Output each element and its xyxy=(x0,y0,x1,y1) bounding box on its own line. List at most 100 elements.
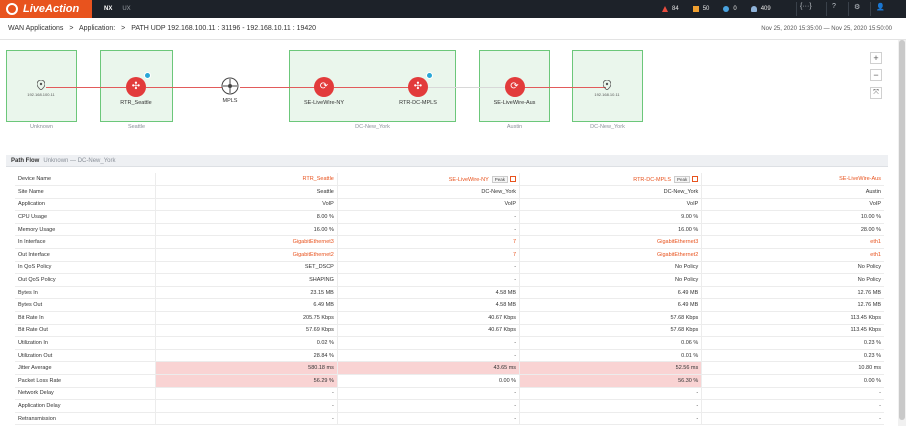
table-cell: No Policy xyxy=(701,261,884,275)
peak-button[interactable]: Peak xyxy=(491,175,509,183)
table-cell: 0.23 % xyxy=(701,336,884,350)
group-dc-new-york-2[interactable] xyxy=(572,50,643,122)
table-cell[interactable]: RTR-DC-MPLS Peak xyxy=(519,173,702,187)
peak-button[interactable]: Peak xyxy=(674,175,691,183)
table-cell: 43.65 ms xyxy=(336,361,520,375)
table-cell: - xyxy=(336,210,520,224)
table-row: CPU Usage 8.00 % - 9.00 % 10.00 % xyxy=(15,210,884,224)
cell-value: 7 xyxy=(513,251,517,258)
cell-value: 4.58 MB xyxy=(495,302,517,309)
cell-value: - xyxy=(514,226,517,233)
cell-value: 57.69 Kbps xyxy=(306,327,334,334)
triangle-alert-icon xyxy=(662,6,668,12)
cell-value: VoIP xyxy=(686,201,699,208)
cell-value: GigabitEthernet2 xyxy=(292,251,334,258)
external-link-icon[interactable] xyxy=(510,176,517,183)
group-label-dc-new-york: DC-New_York xyxy=(355,124,390,130)
zoom-in-button[interactable]: + xyxy=(870,52,882,64)
table-cell: 0.00 % xyxy=(701,374,884,388)
cell-value: No Policy xyxy=(675,277,699,284)
scrollbar-thumb[interactable] xyxy=(899,40,905,420)
cell-value: eth1 xyxy=(870,239,881,246)
table-cell[interactable]: GigabitEthernet2 xyxy=(519,248,702,262)
row-label: Retransmission xyxy=(15,412,156,426)
cell-value: - xyxy=(879,415,881,422)
path-flow-header: Path Flow Unknown — DC-New_York xyxy=(6,155,888,167)
row-label: Site Name xyxy=(15,185,156,199)
row-label: Packet Loss Rate xyxy=(15,374,156,388)
cell-value: - xyxy=(514,214,517,221)
table-cell[interactable]: 7 xyxy=(336,235,520,250)
settings-icon[interactable]: ⚙ xyxy=(854,4,861,11)
table-cell[interactable]: SE-LiveWire-NY Peak xyxy=(336,173,520,187)
table-cell[interactable]: GigabitEthernet3 xyxy=(519,235,702,250)
expand-menu-icon[interactable]: {···} xyxy=(800,3,812,10)
table-cell[interactable]: eth1 xyxy=(701,235,884,250)
node-host-source[interactable]: 192.168.100.11 xyxy=(21,80,61,97)
alert-warning[interactable]: 50 xyxy=(692,6,710,12)
liveaction-logo[interactable]: LiveAction xyxy=(0,0,92,18)
node-rtr-dc-mpls[interactable]: ✣ RTR-DC-MPLS xyxy=(393,72,443,106)
node-rtr-seattle[interactable]: ✣ RTR_Seattle xyxy=(111,72,161,106)
date-range[interactable]: Nov 25, 2020 15:35:00 — Nov 25, 2020 15:… xyxy=(761,25,892,32)
breadcrumb-wan-applications[interactable]: WAN Applications xyxy=(8,25,64,32)
cell-value: SET_DSCP xyxy=(304,264,334,271)
circle-info-icon xyxy=(723,6,730,12)
cell-value: 0.02 % xyxy=(316,340,334,347)
cell-value: 0.00 % xyxy=(498,377,517,384)
table-cell: 205.75 Kbps xyxy=(154,311,338,325)
help-icon[interactable]: ? xyxy=(832,3,836,10)
cell-value: - xyxy=(514,277,517,284)
cell-value: 4.58 MB xyxy=(495,289,517,296)
zoom-out-button[interactable]: − xyxy=(870,69,882,81)
node-host-destination[interactable]: 192.168.10.11 xyxy=(587,80,627,97)
table-cell[interactable]: GigabitEthernet3 xyxy=(154,235,338,250)
table-cell[interactable]: SE-LiveWire-Aus xyxy=(701,173,884,187)
cell-value: 8.00 % xyxy=(316,214,334,221)
table-cell: 10.00 % xyxy=(701,210,884,224)
table-row: Network Delay - - - - xyxy=(15,387,884,401)
table-cell[interactable]: eth1 xyxy=(701,248,884,262)
cell-value: - xyxy=(514,390,517,397)
table-row: Application Delay - - - - xyxy=(15,399,884,413)
table-cell: 4.58 MB xyxy=(336,298,520,313)
node-se-livewire-aus[interactable]: ⟳ SE-LiveWire-Aus xyxy=(487,77,542,106)
table-cell: 57.68 Kbps xyxy=(519,324,702,338)
table-cell: 16.00 % xyxy=(519,223,702,237)
cell-value: 40.67 Kbps xyxy=(488,314,517,321)
alert-critical[interactable]: 84 xyxy=(662,6,679,12)
fit-to-screen-button[interactable]: ⤧ xyxy=(870,87,882,99)
alert-info[interactable]: 0 xyxy=(723,6,737,12)
cell-value: - xyxy=(332,390,334,397)
alert-users[interactable]: 409 xyxy=(750,6,771,12)
table-cell: 6.49 MB xyxy=(154,298,338,313)
cell-value: 7 xyxy=(513,239,517,246)
divider xyxy=(826,2,827,16)
node-mpls[interactable]: MPLS xyxy=(210,77,250,104)
table-row: Memory Usage 16.00 % - 16.00 % 28.00 % xyxy=(15,223,884,237)
alert-warning-count: 50 xyxy=(702,6,710,12)
table-cell: 0.02 % xyxy=(154,336,338,350)
group-unknown[interactable] xyxy=(6,50,77,122)
node-se-livewire-ny[interactable]: ⟳ SE-LiveWire-NY xyxy=(299,77,349,106)
table-cell[interactable]: GigabitEthernet2 xyxy=(154,248,338,262)
table-cell: 9.00 % xyxy=(519,210,702,224)
row-label: Utilization In xyxy=(15,336,156,350)
alert-info-count: 0 xyxy=(733,6,737,12)
tab-nx[interactable]: NX xyxy=(104,6,113,12)
table-cell: SET_DSCP xyxy=(154,261,338,275)
table-cell: 0.00 % xyxy=(336,374,520,388)
topology-map[interactable]: Unknown Seattle DC-New_York Austin DC-Ne… xyxy=(0,40,896,150)
table-cell[interactable]: 7 xyxy=(336,248,520,262)
breadcrumb-application[interactable]: Application: xyxy=(78,25,116,32)
external-link-icon[interactable] xyxy=(692,176,699,183)
user-icon[interactable]: 👤 xyxy=(876,4,885,11)
table-cell: - xyxy=(336,273,520,287)
cell-value: DC-New_York xyxy=(481,188,517,195)
tab-ux[interactable]: UX xyxy=(122,6,131,12)
path-link xyxy=(146,87,230,88)
cell-value: 6.49 MB xyxy=(313,302,334,309)
row-label: Application xyxy=(15,198,156,212)
scrollbar[interactable] xyxy=(898,40,906,426)
table-cell[interactable]: RTR_Seattle xyxy=(154,173,338,187)
